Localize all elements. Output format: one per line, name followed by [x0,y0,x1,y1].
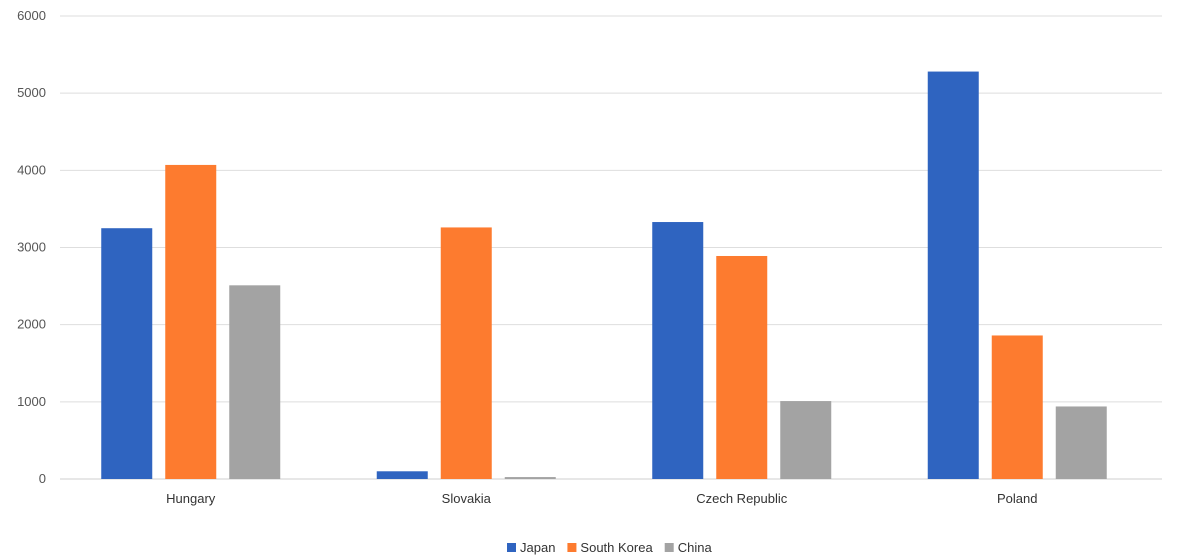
x-category-label: Czech Republic [696,491,788,506]
y-tick-label: 5000 [17,85,46,100]
legend-swatch [664,543,674,552]
legend-label: China [678,540,713,555]
y-axis-ticks: 0 1000 2000 3000 4000 5000 6000 [17,8,46,486]
x-category-label: Poland [997,491,1037,506]
bar-japan-poland [927,71,979,479]
bar-china-hungary [229,285,281,479]
y-tick-label: 3000 [17,240,46,255]
bar-china-czech-republic [780,401,832,479]
y-tick-label: 1000 [17,394,46,409]
legend-label: South Korea [580,540,653,555]
y-tick-label: 2000 [17,317,46,332]
y-tick-label: 0 [39,471,46,486]
legend-label: Japan [520,540,555,555]
legend: Japan South Korea China [507,540,712,555]
bar-japan-hungary [101,228,153,479]
x-category-label: Hungary [166,491,216,506]
bar-japan-slovakia [376,471,428,479]
bar-south-korea-slovakia [440,227,492,479]
bar-south-korea-hungary [165,164,217,479]
bars [101,71,1107,479]
bar-china-poland [1055,406,1107,479]
legend-swatch [507,543,516,552]
y-tick-label: 6000 [17,8,46,23]
bar-south-korea-czech-republic [716,255,768,479]
legend-swatch [567,543,577,552]
bar-japan-czech-republic [652,222,704,479]
x-axis-categories: Hungary Slovakia Czech Republic Poland [166,491,1037,506]
bar-south-korea-poland [991,335,1043,479]
y-tick-label: 4000 [17,162,46,177]
x-category-label: Slovakia [442,491,492,506]
bar-china-slovakia [504,477,556,479]
